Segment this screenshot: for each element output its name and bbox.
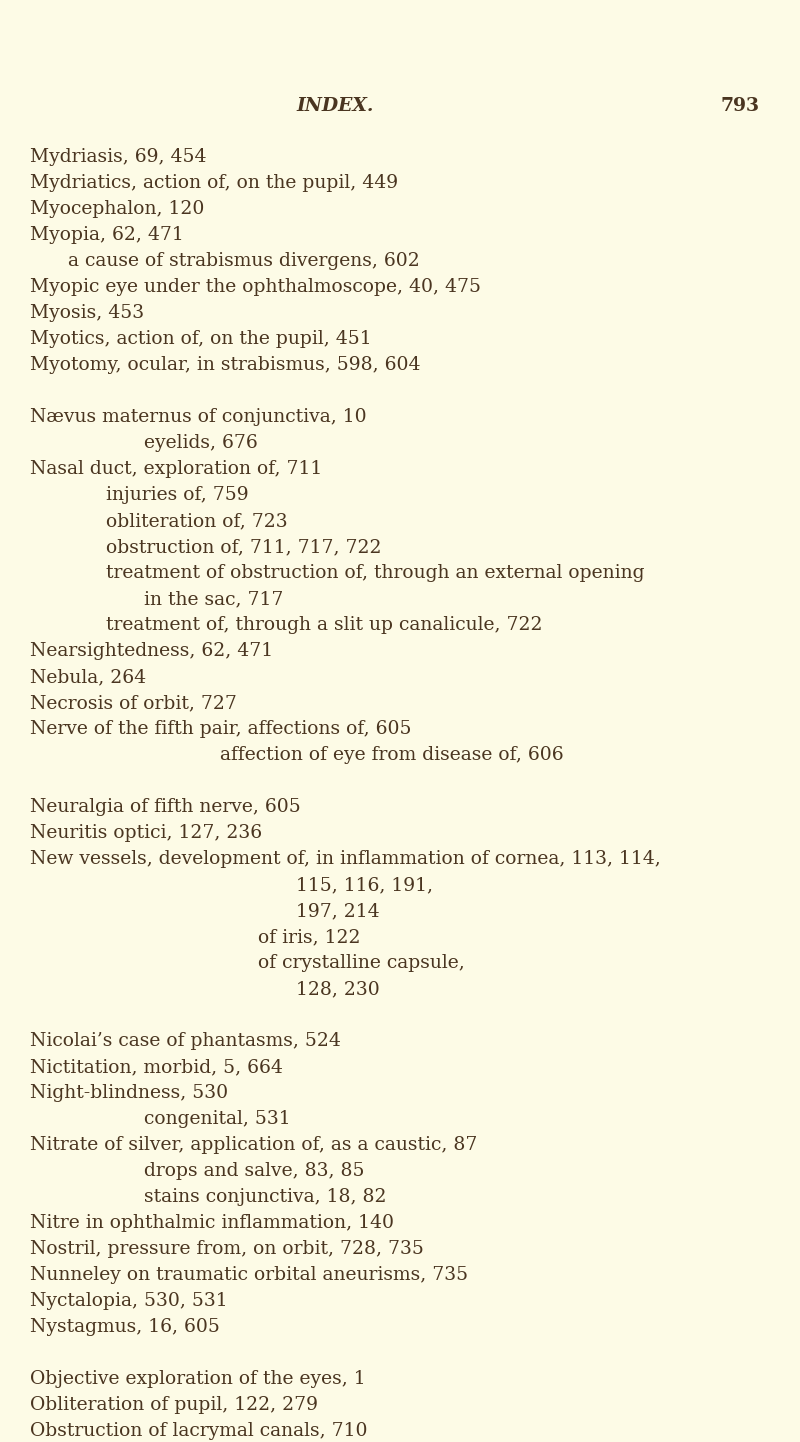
Text: Necrosis of orbit, 727: Necrosis of orbit, 727 (30, 694, 237, 712)
Text: Myopia, 62, 471: Myopia, 62, 471 (30, 226, 184, 244)
Text: Nerve of the fifth pair, affections of, 605: Nerve of the fifth pair, affections of, … (30, 720, 411, 738)
Text: treatment of, through a slit up canalicule, 722: treatment of, through a slit up canalicu… (106, 616, 542, 634)
Text: obstruction of, 711, 717, 722: obstruction of, 711, 717, 722 (106, 538, 382, 557)
Text: 115, 116, 191,: 115, 116, 191, (296, 875, 433, 894)
Text: a cause of strabismus divergens, 602: a cause of strabismus divergens, 602 (68, 252, 420, 270)
Text: Nostril, pressure from, on orbit, 728, 735: Nostril, pressure from, on orbit, 728, 7… (30, 1240, 424, 1257)
Text: stains conjunctiva, 18, 82: stains conjunctiva, 18, 82 (144, 1188, 386, 1206)
Text: Myotics, action of, on the pupil, 451: Myotics, action of, on the pupil, 451 (30, 330, 372, 348)
Text: Night-blindness, 530: Night-blindness, 530 (30, 1084, 228, 1102)
Text: Neuralgia of fifth nerve, 605: Neuralgia of fifth nerve, 605 (30, 797, 301, 816)
Text: Nictitation, morbid, 5, 664: Nictitation, morbid, 5, 664 (30, 1058, 283, 1076)
Text: in the sac, 717: in the sac, 717 (144, 590, 283, 609)
Text: Nebula, 264: Nebula, 264 (30, 668, 146, 686)
Text: Nitrate of silver, application of, as a caustic, 87: Nitrate of silver, application of, as a … (30, 1136, 478, 1154)
Text: of iris, 122: of iris, 122 (258, 929, 361, 946)
Text: injuries of, 759: injuries of, 759 (106, 486, 249, 505)
Text: treatment of obstruction of, through an external opening: treatment of obstruction of, through an … (106, 564, 645, 583)
Text: Nævus maternus of conjunctiva, 10: Nævus maternus of conjunctiva, 10 (30, 408, 366, 425)
Text: Nyctalopia, 530, 531: Nyctalopia, 530, 531 (30, 1292, 228, 1309)
Text: INDEX.: INDEX. (296, 97, 374, 115)
Text: Nasal duct, exploration of, 711: Nasal duct, exploration of, 711 (30, 460, 322, 477)
Text: Nunneley on traumatic orbital aneurisms, 735: Nunneley on traumatic orbital aneurisms,… (30, 1266, 468, 1283)
Text: 128, 230: 128, 230 (296, 981, 380, 998)
Text: drops and salve, 83, 85: drops and salve, 83, 85 (144, 1162, 365, 1180)
Text: Mydriasis, 69, 454: Mydriasis, 69, 454 (30, 149, 206, 166)
Text: of crystalline capsule,: of crystalline capsule, (258, 955, 465, 972)
Text: Myosis, 453: Myosis, 453 (30, 304, 144, 322)
Text: Obstruction of lacrymal canals, 710: Obstruction of lacrymal canals, 710 (30, 1422, 367, 1441)
Text: Myopic eye under the ophthalmoscope, 40, 475: Myopic eye under the ophthalmoscope, 40,… (30, 278, 481, 296)
Text: affection of eye from disease of, 606: affection of eye from disease of, 606 (220, 746, 564, 764)
Text: Objective exploration of the eyes, 1: Objective exploration of the eyes, 1 (30, 1370, 366, 1389)
Text: Nicolai’s case of phantasms, 524: Nicolai’s case of phantasms, 524 (30, 1032, 341, 1050)
Text: eyelids, 676: eyelids, 676 (144, 434, 258, 451)
Text: Myotomy, ocular, in strabismus, 598, 604: Myotomy, ocular, in strabismus, 598, 604 (30, 356, 421, 373)
Text: Mydriatics, action of, on the pupil, 449: Mydriatics, action of, on the pupil, 449 (30, 174, 398, 192)
Text: 793: 793 (721, 97, 760, 115)
Text: Myocephalon, 120: Myocephalon, 120 (30, 200, 204, 218)
Text: 197, 214: 197, 214 (296, 903, 380, 920)
Text: Nearsightedness, 62, 471: Nearsightedness, 62, 471 (30, 642, 273, 660)
Text: Nystagmus, 16, 605: Nystagmus, 16, 605 (30, 1318, 220, 1335)
Text: Obliteration of pupil, 122, 279: Obliteration of pupil, 122, 279 (30, 1396, 318, 1415)
Text: Nitre in ophthalmic inflammation, 140: Nitre in ophthalmic inflammation, 140 (30, 1214, 394, 1231)
Text: congenital, 531: congenital, 531 (144, 1110, 290, 1128)
Text: New vessels, development of, in inflammation of cornea, 113, 114,: New vessels, development of, in inflamma… (30, 849, 661, 868)
Text: Neuritis optici, 127, 236: Neuritis optici, 127, 236 (30, 823, 262, 842)
Text: obliteration of, 723: obliteration of, 723 (106, 512, 288, 531)
